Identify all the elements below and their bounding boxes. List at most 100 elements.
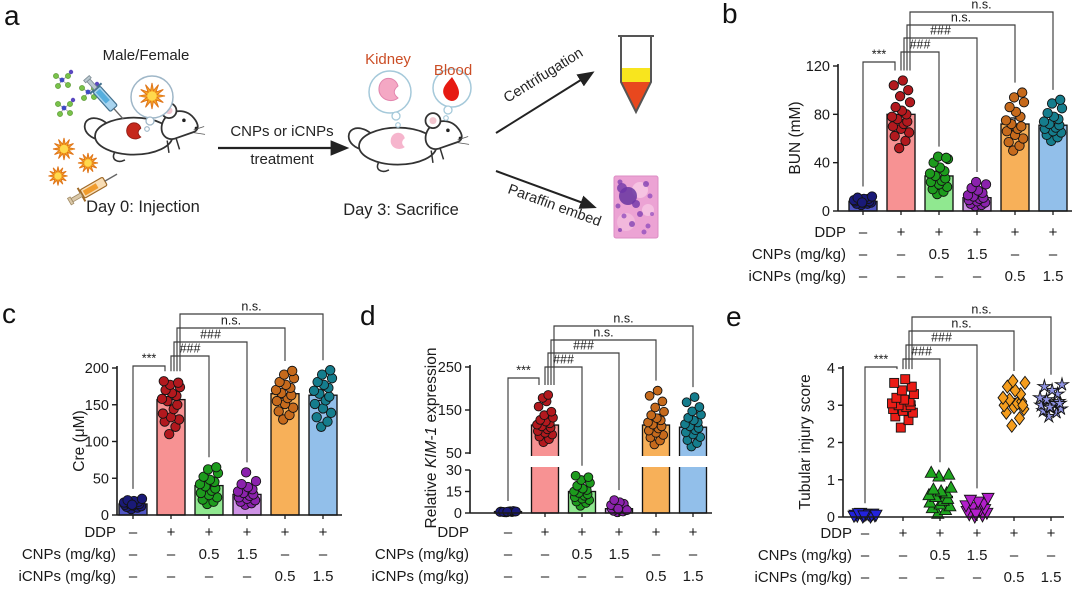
blood-drop-icon [443,77,460,101]
x-table-value: – [1047,547,1056,564]
x-table-value: + [319,524,328,541]
nanoparticle-core [84,159,92,167]
x-table-value: + [578,524,587,541]
centrifugation-arrow [495,71,595,134]
faded-kidney-icon [390,132,405,149]
data-point [273,406,284,417]
x-table-value: – [504,546,513,563]
data-point [309,398,321,410]
data-point [158,376,169,387]
data-point [1019,375,1031,391]
significance-bracket [864,366,898,504]
y-tick-label: 80 [814,107,830,123]
data-point [1056,103,1068,114]
histology-cell [618,228,622,232]
significance-label: n.s. [951,317,971,331]
x-table-value: + [689,524,698,541]
x-table-value: + [205,524,214,541]
data-point [891,392,902,403]
data-point [1016,121,1027,132]
axis-break-band [471,456,712,467]
significance-label: n.s. [593,326,613,340]
data-point [926,482,941,495]
histology-cell [641,229,647,235]
significance-label: n.s. [241,300,261,314]
kidney-organ-icon [126,122,142,140]
significance-bracket [170,355,210,458]
x-table-value: – [243,568,252,585]
histology-cell [617,183,627,193]
data-point [1017,398,1029,413]
data-point [980,179,992,190]
x-table-row-label: DDP [820,525,852,542]
centrifuge-tube-icon [618,35,654,115]
x-table-value: – [935,268,944,285]
data-point [856,197,868,208]
molecule-atom [81,95,87,101]
y-tick-label: 3 [827,398,835,414]
x-table-value: 1.5 [609,546,630,563]
significance-label: ### [930,24,951,38]
y-tick-label: 120 [806,59,830,75]
cisplatin-molecules [53,69,100,117]
molecule-atom [67,110,73,116]
x-table-value: – [859,246,868,263]
significance-label: n.s. [951,11,971,25]
data-point [1031,389,1049,405]
x-table-value: – [319,546,328,563]
x-table-value: 0.5 [930,547,951,564]
x-table-row-label: CNPs (mg/kg) [375,546,469,563]
significance-bracket [902,358,941,463]
data-point [250,476,262,487]
data-point [969,508,983,521]
significance-bracket [906,24,1016,83]
data-point [1004,101,1015,113]
y-tick-label: 150 [438,403,462,419]
data-point [941,152,952,163]
x-table-value: 0.5 [646,568,667,585]
data-point [895,422,906,433]
x-table-value: + [973,224,982,241]
data-point [1051,394,1069,410]
x-table-value: – [897,246,906,263]
data-point [890,101,901,113]
data-point [126,499,138,510]
x-table-value: – [1010,547,1019,564]
x-table-value: – [541,546,550,563]
data-point [687,406,698,417]
data-point [316,369,328,380]
kidney-sample-icon [378,77,399,102]
x-table-value: + [652,524,661,541]
x-table-value: 0.5 [1004,569,1025,586]
kidney-bubble [368,70,412,128]
x-table-row-label: iCNPs (mg/kg) [371,568,469,585]
molecule-atom [53,73,59,79]
x-table-value: 1.5 [967,246,988,263]
significance-label: ### [910,38,931,52]
data-point [1007,373,1019,389]
y-tick-label: 200 [85,361,109,377]
x-table-value: + [243,524,252,541]
panel-label-e: e [726,301,742,332]
data-point [164,428,175,440]
mouse-eye [182,118,186,123]
x-table-value: + [935,224,944,241]
significance-bracket [176,327,286,372]
molecule-atom [70,97,76,103]
histology-cell [632,200,640,208]
y-tick-label: 50 [93,471,109,487]
y-tick-label: 30 [446,463,462,479]
x-table-value: – [899,547,908,564]
x-table-value: + [541,524,550,541]
data-point [970,176,982,188]
x-table-value: – [167,568,176,585]
histology-cell [647,193,653,199]
x-table-value: – [861,569,870,586]
data-point [274,376,285,388]
histology-cell [615,203,621,209]
